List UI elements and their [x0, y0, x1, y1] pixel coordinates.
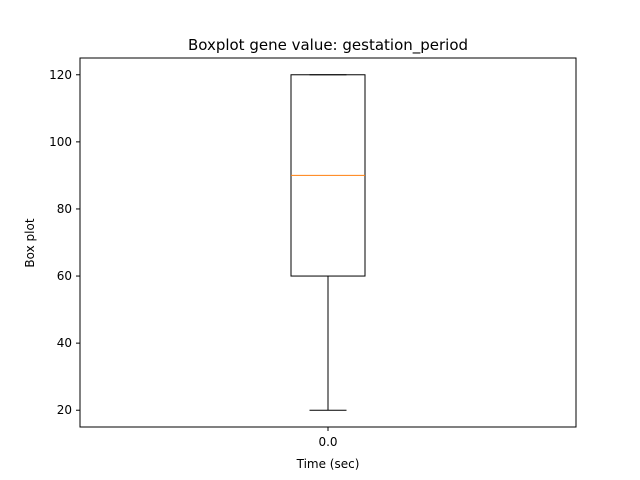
y-tick-label: 80 [57, 202, 72, 216]
y-tick-label: 100 [49, 135, 72, 149]
y-tick-label: 20 [57, 403, 72, 417]
y-tick-label: 120 [49, 68, 72, 82]
y-tick-label: 40 [57, 336, 72, 350]
plot-area: 20 40 60 80 100 120 0.0 [49, 57, 577, 449]
x-tick-label: 0.0 [318, 435, 337, 449]
x-axis-label: Time (sec) [296, 457, 360, 471]
y-tick-label: 60 [57, 269, 72, 283]
chart-title: Boxplot gene value: gestation_period [188, 36, 468, 55]
y-axis-label: Box plot [23, 218, 37, 267]
